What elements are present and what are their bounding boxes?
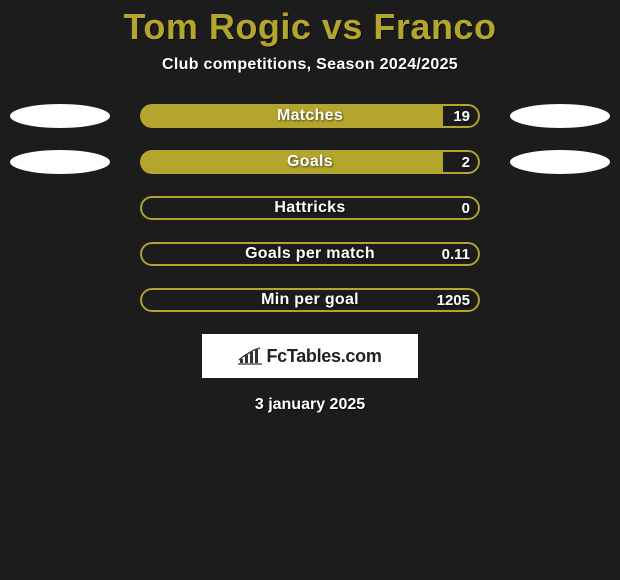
fctables-logo-link[interactable]: FcTables.com xyxy=(202,334,418,378)
stat-row: Goals 2 xyxy=(0,150,620,174)
stat-value: 0.11 xyxy=(442,242,470,266)
stat-row: Goals per match 0.11 xyxy=(0,242,620,266)
stat-value: 19 xyxy=(453,104,470,128)
player-right-oval xyxy=(510,150,610,174)
page-title: Tom Rogic vs Franco xyxy=(124,6,497,48)
stat-row: Hattricks 0 xyxy=(0,196,620,220)
stat-label: Goals per match xyxy=(140,242,480,266)
date-text: 3 january 2025 xyxy=(255,396,365,414)
stat-bar: Goals per match 0.11 xyxy=(140,242,480,266)
stat-label: Min per goal xyxy=(140,288,480,312)
player-left-oval xyxy=(10,150,110,174)
stat-rows: Matches 19 Goals 2 Hattricks 0 xyxy=(0,104,620,312)
player-left-oval xyxy=(10,104,110,128)
comparison-card: Tom Rogic vs Franco Club competitions, S… xyxy=(0,0,620,414)
player-right-oval xyxy=(510,104,610,128)
stat-bar: Goals 2 xyxy=(140,150,480,174)
stat-label: Matches xyxy=(140,104,480,128)
stat-row: Matches 19 xyxy=(0,104,620,128)
stat-value: 1205 xyxy=(437,288,470,312)
stat-bar: Min per goal 1205 xyxy=(140,288,480,312)
bar-chart-icon xyxy=(238,347,262,365)
logo-text: FcTables.com xyxy=(266,346,381,367)
stat-label: Hattricks xyxy=(140,196,480,220)
subtitle: Club competitions, Season 2024/2025 xyxy=(162,56,458,74)
stat-row: Min per goal 1205 xyxy=(0,288,620,312)
stat-bar: Hattricks 0 xyxy=(140,196,480,220)
stat-value: 2 xyxy=(462,150,470,174)
stat-bar: Matches 19 xyxy=(140,104,480,128)
stat-value: 0 xyxy=(462,196,470,220)
stat-label: Goals xyxy=(140,150,480,174)
